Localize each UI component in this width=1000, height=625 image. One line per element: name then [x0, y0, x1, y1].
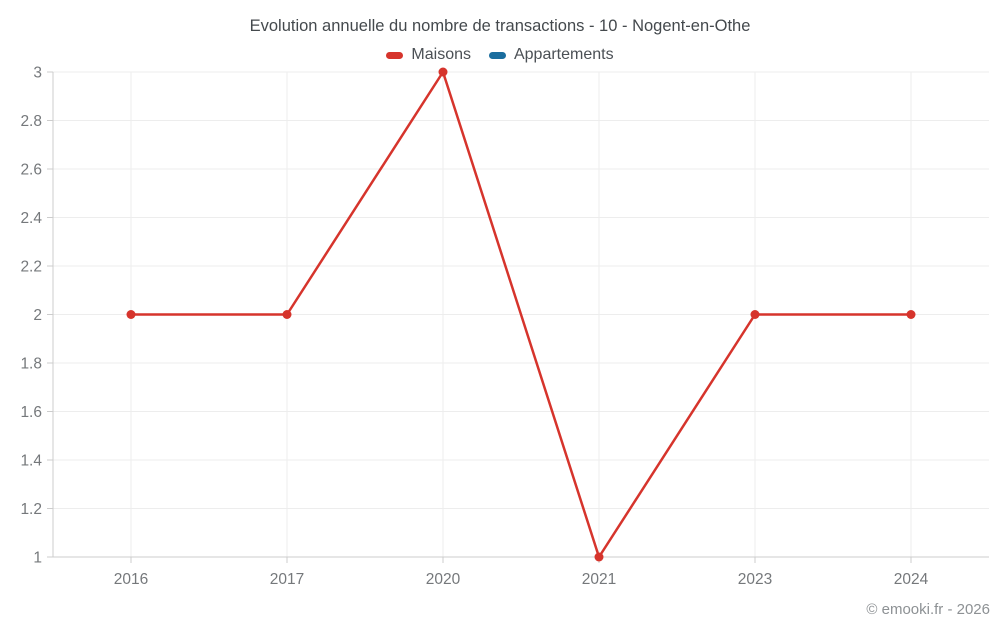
x-tick-label: 2023	[738, 571, 772, 588]
y-tick-label: 1.8	[20, 356, 42, 373]
y-tick-label: 1.6	[20, 404, 42, 421]
x-tick-label: 2016	[114, 571, 148, 588]
y-tick-label: 2	[33, 307, 42, 324]
legend-label: Appartements	[513, 46, 614, 63]
y-tick-label: 1	[33, 550, 42, 567]
legend-item-appartements[interactable]: Appartements	[488, 46, 614, 64]
y-tick-label: 1.4	[20, 453, 42, 470]
series-line-maisons	[129, 70, 913, 559]
x-tick-label: 2017	[270, 571, 304, 588]
x-tick-label: 2020	[426, 571, 461, 588]
x-tick-label: 2021	[582, 571, 616, 588]
data-point-maisons-2023[interactable]	[750, 310, 760, 319]
x-tick-label: 2024	[894, 571, 929, 588]
copyright-footer: © emooki.fr - 2026	[866, 601, 990, 618]
legend-item-maisons[interactable]: Maisons	[386, 46, 471, 64]
data-point-maisons-2017[interactable]	[282, 310, 292, 319]
y-tick-label: 2.4	[20, 210, 42, 227]
legend-label: Maisons	[411, 46, 471, 63]
data-point-maisons-2021[interactable]	[594, 552, 604, 562]
chart-legend: Maisons Appartements	[0, 46, 1000, 64]
legend-swatch-icon	[386, 51, 404, 59]
chart-title: Evolution annuelle du nombre de transact…	[249, 17, 751, 35]
y-tick-label: 3	[33, 65, 42, 82]
y-tick-label: 1.2	[20, 501, 42, 518]
legend-swatch-icon	[488, 51, 506, 59]
data-point-maisons-2016[interactable]	[126, 310, 136, 319]
data-point-maisons-2024[interactable]	[906, 310, 916, 319]
y-tick-label: 2.2	[20, 259, 42, 276]
y-tick-label: 2.6	[20, 162, 42, 179]
y-tick-label: 2.8	[20, 113, 42, 130]
data-point-maisons-2020[interactable]	[438, 67, 448, 77]
